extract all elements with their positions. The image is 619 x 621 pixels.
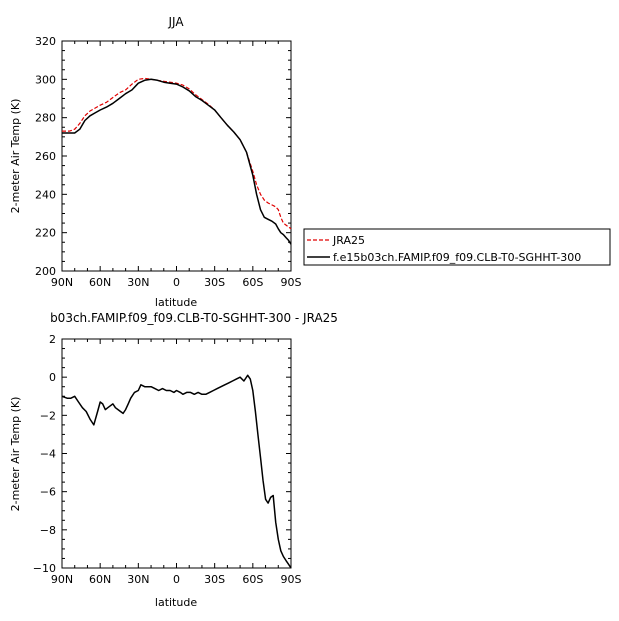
x-tick-label: 60N bbox=[89, 276, 111, 289]
y-tick-label: −8 bbox=[40, 524, 56, 537]
plot-frame bbox=[61, 338, 292, 569]
x-tick-label: 90S bbox=[281, 276, 302, 289]
x-tick-label: 60N bbox=[89, 573, 111, 586]
y-tick-label: 320 bbox=[35, 35, 56, 48]
y-tick-label: 280 bbox=[35, 112, 56, 125]
y-tick-label: 240 bbox=[35, 188, 56, 201]
x-axis-label: latitude bbox=[155, 596, 197, 609]
y-tick-label: −6 bbox=[40, 486, 56, 499]
panel-bottom: b03ch.FAMIP.f09_f09.CLB-T0-SGHHT-300 - J… bbox=[9, 311, 338, 609]
series-group bbox=[62, 77, 292, 245]
panel-title: JJA bbox=[167, 15, 184, 29]
x-tick-label: 60S bbox=[242, 276, 263, 289]
tick-group: 90N 60N 30N 0 30S 60S 90S 200 220 240 260 280 300 320 bbox=[35, 35, 302, 289]
panel-top: JJA 90N 60N 30N 0 30S 60S 90S 200 220 240 260 280 30… bbox=[9, 15, 302, 309]
x-axis-label: latitude bbox=[155, 296, 197, 309]
series-line-model bbox=[62, 78, 292, 245]
x-tick-label: 30S bbox=[204, 573, 225, 586]
y-tick-label: −4 bbox=[40, 448, 56, 461]
y-tick-label: 2 bbox=[49, 333, 56, 346]
plot-frame bbox=[61, 40, 292, 272]
x-tick-label: 90N bbox=[51, 276, 73, 289]
y-tick-label: −10 bbox=[33, 562, 56, 575]
y-tick-label: 300 bbox=[35, 73, 56, 86]
series-line-model bbox=[61, 374, 292, 569]
y-tick-label: −2 bbox=[40, 409, 56, 422]
tick-group: 90N 60N 30N 0 30S 60S 90S −10 −8 −6 −4 −2 0 2 bbox=[33, 333, 302, 586]
legend: JRA25 f.e15b03ch.FAMIP.f09_f09.CLB-T0-SG… bbox=[303, 228, 611, 266]
legend-label-model: f.e15b03ch.FAMIP.f09_f09.CLB-T0-SGHHT-30… bbox=[333, 251, 581, 264]
x-tick-label: 90N bbox=[51, 573, 73, 586]
series-group bbox=[61, 374, 292, 569]
y-axis-label: 2-meter Air Temp (K) bbox=[9, 397, 22, 512]
x-tick-label: 30N bbox=[127, 276, 149, 289]
y-axis-label: 2-meter Air Temp (K) bbox=[9, 99, 22, 214]
y-tick-label: 260 bbox=[35, 150, 56, 163]
x-tick-label: 0 bbox=[173, 573, 180, 586]
panel-title: b03ch.FAMIP.f09_f09.CLB-T0-SGHHT-300 - J… bbox=[50, 311, 338, 325]
legend-box bbox=[303, 228, 611, 266]
y-tick-label: 0 bbox=[49, 371, 56, 384]
y-tick-label: 220 bbox=[35, 227, 56, 240]
x-tick-label: 60S bbox=[242, 573, 263, 586]
x-tick-label: 0 bbox=[173, 276, 180, 289]
x-tick-label: 30S bbox=[204, 276, 225, 289]
legend-label-jra25: JRA25 bbox=[332, 234, 365, 247]
y-tick-label: 200 bbox=[35, 265, 56, 278]
x-tick-label: 90S bbox=[281, 573, 302, 586]
x-tick-label: 30N bbox=[127, 573, 149, 586]
series-line-jra25 bbox=[62, 77, 292, 230]
